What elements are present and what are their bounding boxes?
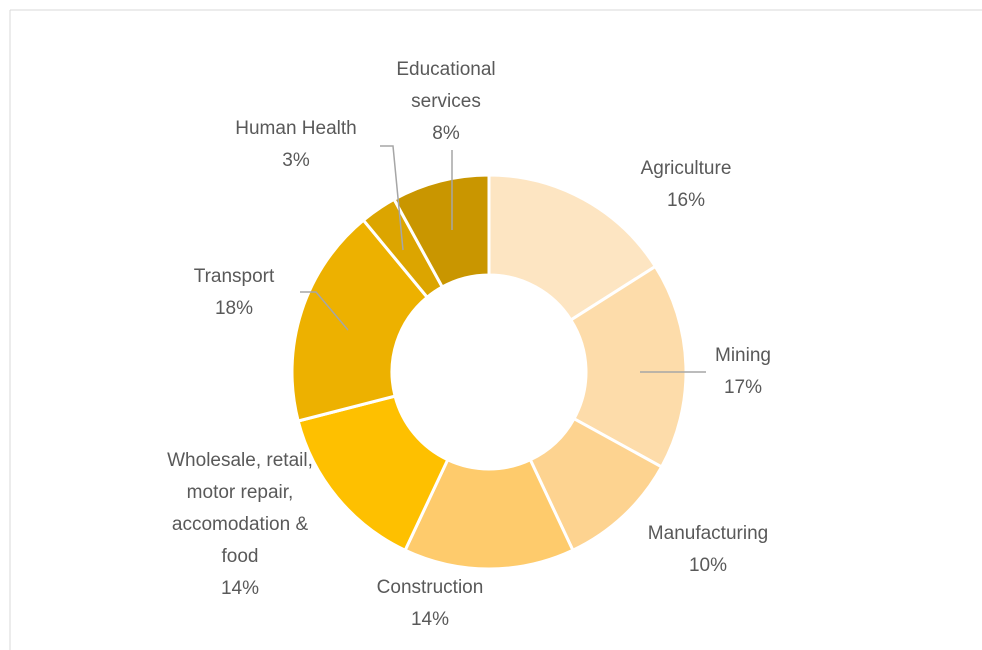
- label-name: Manufacturing: [647, 523, 769, 544]
- data-label: Wholesale, retail, motor repair, accomod…: [158, 445, 323, 605]
- donut-slice: [290, 218, 430, 423]
- donut-slice: [487, 173, 658, 323]
- data-label: Agriculture 16%: [586, 153, 786, 217]
- donut-slice: [568, 264, 688, 469]
- label-value: 10%: [688, 555, 728, 576]
- label-value: 14%: [410, 609, 450, 630]
- leader-line: [380, 145, 404, 251]
- data-label: Transport 18%: [154, 261, 314, 325]
- label-name: Human Health: [235, 118, 357, 139]
- label-name: Mining: [715, 345, 771, 366]
- label-name: Construction: [376, 577, 484, 598]
- label-value: 16%: [666, 190, 706, 211]
- label-name: Agriculture: [640, 158, 732, 179]
- data-label: Manufacturing 10%: [608, 518, 808, 582]
- label-value: 14%: [220, 578, 260, 599]
- label-name: Educational services: [396, 59, 496, 112]
- data-label: Mining 17%: [663, 340, 823, 404]
- leaders: [300, 145, 706, 373]
- data-label: Human Health 3%: [196, 113, 396, 177]
- label-value: 18%: [214, 298, 254, 319]
- data-label: Construction 14%: [330, 572, 530, 636]
- label-value: 8%: [432, 123, 460, 144]
- donut-slice: [392, 173, 491, 290]
- leader-line: [300, 291, 349, 331]
- data-label: Educational services 8%: [376, 54, 516, 150]
- label-name: Transport: [193, 266, 275, 287]
- label-value: 3%: [282, 150, 310, 171]
- slices: [290, 173, 688, 571]
- label-value: 17%: [723, 377, 763, 398]
- label-name: Wholesale, retail, motor repair, accomod…: [167, 450, 313, 567]
